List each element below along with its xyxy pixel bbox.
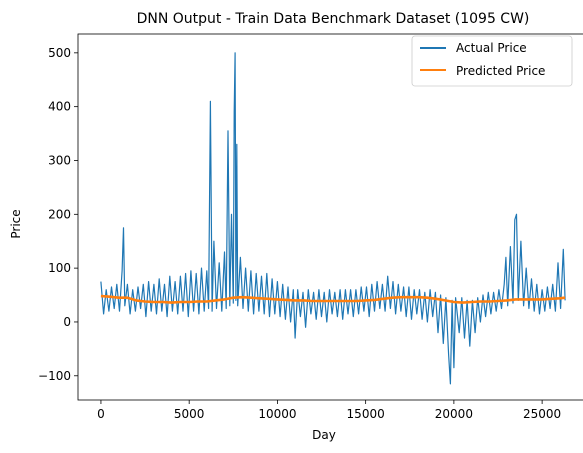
x-tick-label: 0 [97,407,105,421]
x-axis-label: Day [312,428,336,442]
x-tick-label: 15000 [347,407,385,421]
series-layer [100,52,566,385]
x-tick-label: 10000 [258,407,296,421]
plot-frame [77,33,583,401]
chart-title: DNN Output - Train Data Benchmark Datase… [137,11,530,27]
y-tick-label: −100 [38,369,71,383]
y-tick-label: 200 [48,207,71,221]
y-tick-label: 100 [48,261,71,275]
x-tick-label: 25000 [523,407,561,421]
x-tick-label: 5000 [174,407,205,421]
y-tick-label: 400 [48,100,71,114]
x-axis: 0 5000 10000 15000 20000 25000 [97,400,561,421]
legend: Actual Price Predicted Price [411,35,573,87]
legend-label-predicted-price: Predicted Price [456,64,545,78]
y-axis: −100 0 100 200 300 400 500 [38,46,78,383]
y-tick-label: 0 [63,315,71,329]
y-tick-label: 500 [48,46,71,60]
series-line-predicted-price [100,294,566,304]
x-tick-label: 20000 [435,407,473,421]
legend-box [411,35,573,87]
y-axis-label: Price [9,209,23,238]
series-line-actual-price [100,52,566,385]
plot-area [77,33,583,401]
legend-label-actual-price: Actual Price [456,41,527,55]
y-tick-label: 300 [48,153,71,167]
